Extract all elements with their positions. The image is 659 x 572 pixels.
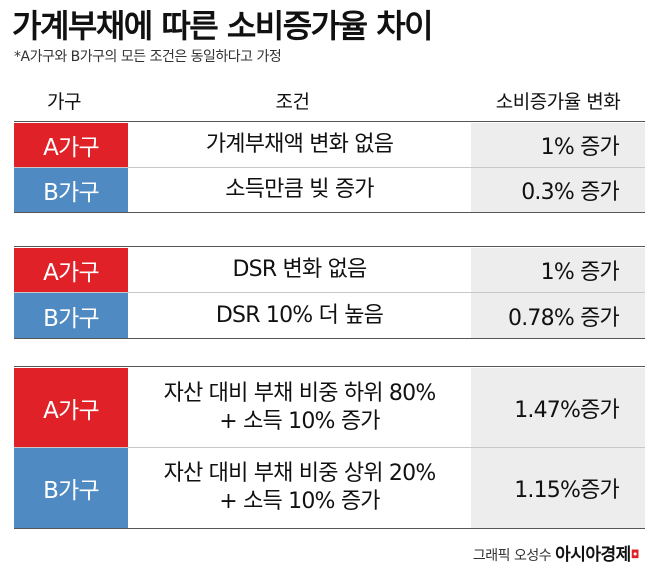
row-result: 0.78% 증가 [471,293,645,338]
group-rule [14,212,645,213]
header-rule [14,121,645,122]
row-type-b: B가구 [14,293,128,338]
row-condition: 자산 대비 부채 비중 상위 20% + 소득 10% 증가 [128,448,471,528]
row-divider [14,167,645,168]
row-result: 0.3% 증가 [471,168,645,212]
row-condition: 소득만큼 빚 증가 [128,168,471,212]
row-result: 1.15%증가 [471,448,645,528]
row-type-b: B가구 [14,448,128,528]
row-type-a: A가구 [14,368,128,447]
row-result: 1% 증가 [471,123,645,167]
brand-logo: 아시아경제 [555,545,631,565]
row-divider [14,447,645,448]
header-condition: 조건 [275,91,310,113]
group-rule [14,246,645,247]
page-title: 가계부채에 따른 소비증가율 차이 [12,7,434,45]
row-divider [14,292,645,293]
row-type-a: A가구 [14,123,128,167]
header-result: 소비증가율 변화 [495,91,621,113]
row-condition: DSR 10% 더 높음 [128,293,471,338]
credit-prefix: 그래픽 오성수 [472,548,552,564]
credit-line: 그래픽 오성수 아시아경제◘ [472,542,640,568]
group-rule [14,366,645,367]
row-result: 1% 증가 [471,248,645,292]
brand-mark-icon: ◘ [630,548,640,561]
header-type: 가구 [47,91,81,113]
group-rule [14,338,645,339]
row-type-b: B가구 [14,168,128,212]
row-type-a: A가구 [14,248,128,292]
subtitle-note: *A가구와 B가구의 모든 조건은 동일하다고 가정 [14,49,282,65]
row-condition: 자산 대비 부채 비중 하위 80% + 소득 10% 증가 [128,368,471,447]
row-condition: DSR 변화 없음 [128,248,471,292]
row-condition: 가계부채액 변화 없음 [128,123,471,167]
row-result: 1.47%증가 [471,368,645,447]
group-rule [14,528,645,529]
